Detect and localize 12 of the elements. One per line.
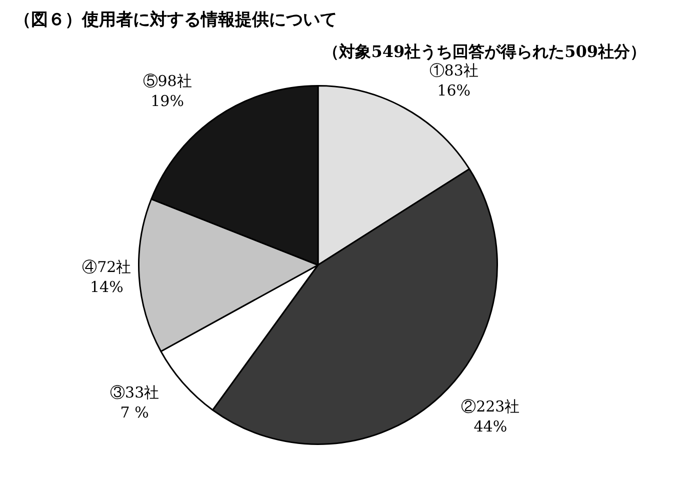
- slice-label: ①83社: [429, 62, 478, 80]
- slice-label: ③33社: [110, 383, 160, 402]
- data-label: 19%: [150, 92, 184, 110]
- slice-label: ⑤98社: [142, 72, 192, 90]
- data-label: 16%: [437, 82, 471, 100]
- data-label: 14%: [90, 278, 124, 296]
- chart-subtitle: （対象549社うち回答が得られた509社分）: [323, 42, 646, 63]
- slice-label: ④72社: [82, 258, 132, 276]
- slice-label: ②223社: [461, 397, 520, 416]
- data-label: 44%: [474, 417, 508, 436]
- chart-title: （図６）使用者に対する情報提供について: [14, 9, 337, 31]
- data-label: 7 %: [120, 403, 149, 422]
